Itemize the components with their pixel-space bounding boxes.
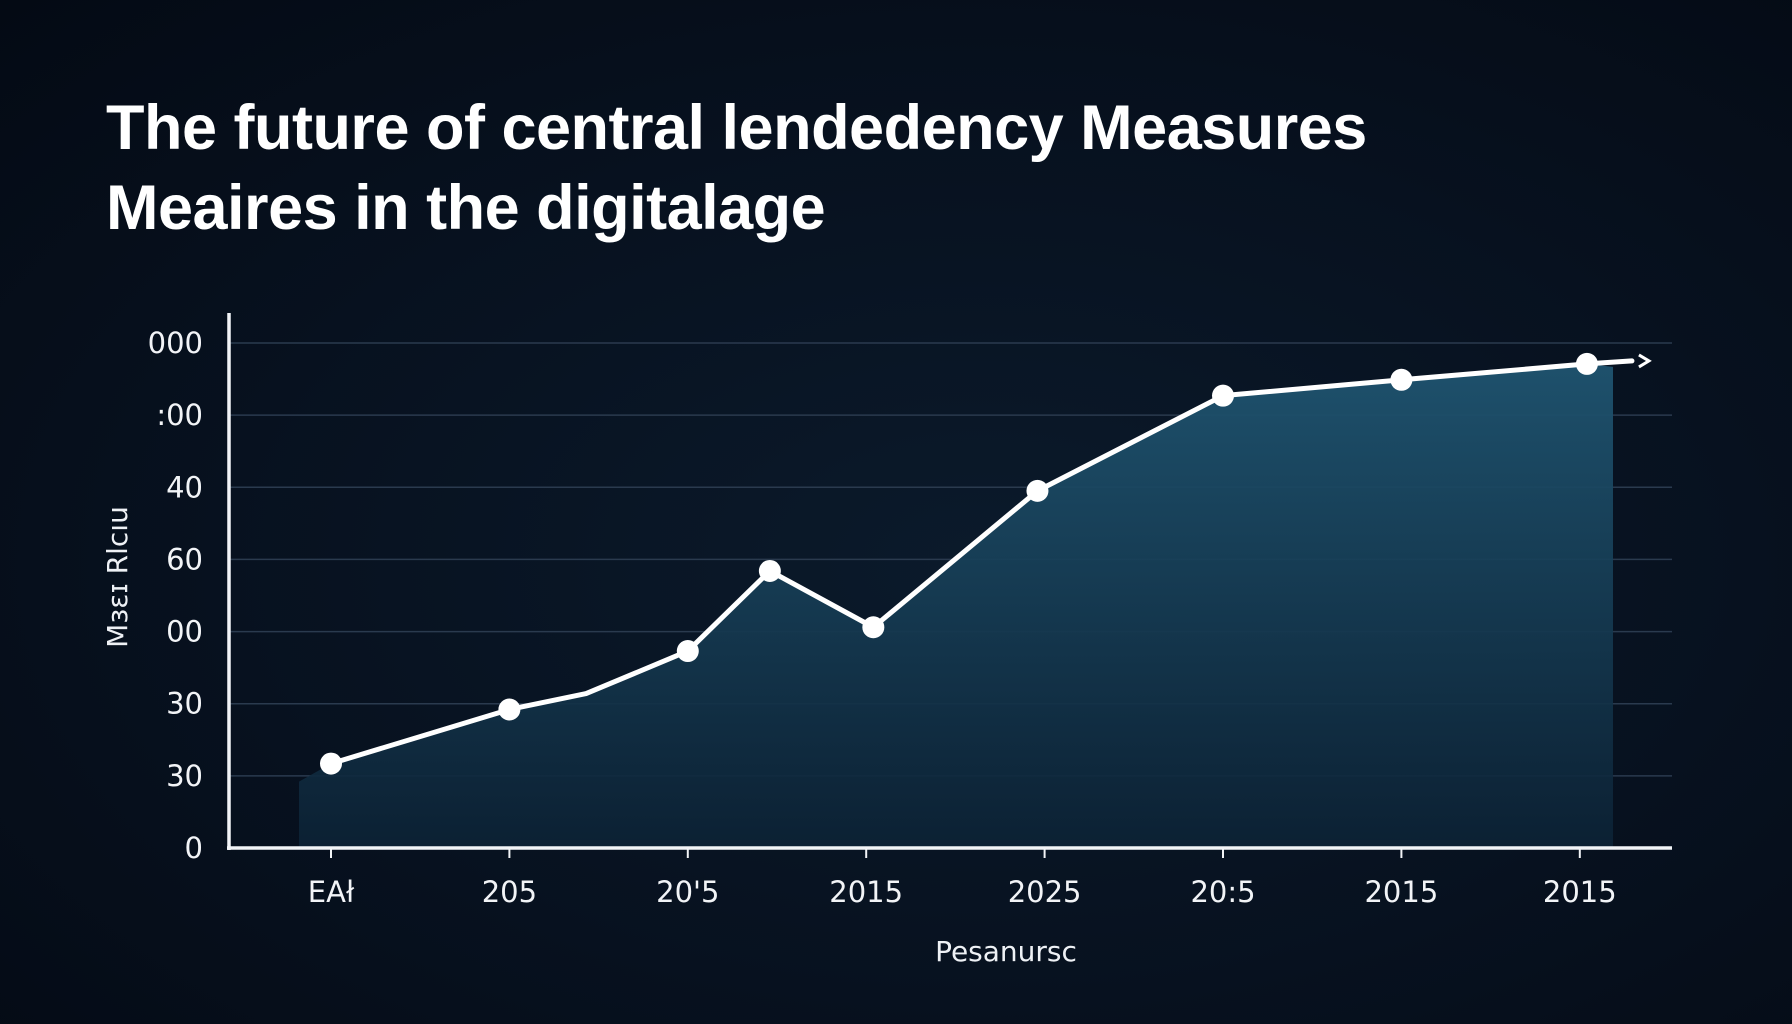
x-axis-title: Pesanursc	[935, 935, 1077, 968]
y-tick-labels: 0 30 30 00 60 40 :00 000	[148, 326, 203, 865]
chart-title: The future of central lendedency Measure…	[106, 88, 1367, 248]
x-tick-label: 2015	[1543, 875, 1617, 909]
y-tick-label: :00	[156, 398, 203, 432]
x-tick-label: 20'5	[656, 875, 719, 909]
x-tick-label: EAł	[308, 875, 355, 909]
data-point[interactable]	[1390, 368, 1413, 391]
arrow-head-icon	[1638, 353, 1652, 369]
x-tick-label: 2015	[1364, 875, 1438, 909]
chart-title-line-1: The future of central lendedency Measure…	[106, 93, 1367, 163]
y-tick-label: 60	[166, 542, 203, 576]
y-tick-label: 30	[166, 687, 203, 721]
chart-title-line-2: Meaires in the digitalage	[106, 173, 826, 243]
x-tick-label: 20:5	[1190, 875, 1255, 909]
x-tick-label: 205	[482, 875, 537, 909]
series-line-group	[320, 352, 1652, 775]
y-tick-label: 00	[166, 615, 203, 649]
y-tick-label: 40	[166, 470, 203, 504]
data-point[interactable]	[862, 616, 885, 639]
area-fill	[299, 363, 1613, 848]
x-tick-label: 2015	[829, 875, 903, 909]
data-point[interactable]	[1212, 384, 1234, 407]
y-axis-title: Mɜɛɪ Rlcıu	[101, 506, 134, 648]
data-point[interactable]	[498, 698, 521, 721]
y-tick-label: 0	[185, 831, 203, 865]
axes	[227, 313, 1672, 858]
area-fill-group	[299, 363, 1613, 848]
data-point[interactable]	[1575, 352, 1598, 375]
data-point[interactable]	[758, 559, 781, 582]
data-point[interactable]	[320, 752, 342, 775]
y-tick-label: 000	[148, 326, 203, 360]
x-tick-label: 2025	[1008, 875, 1082, 909]
data-point[interactable]	[1026, 479, 1049, 502]
data-point[interactable]	[676, 640, 699, 663]
y-tick-label: 30	[166, 759, 203, 793]
x-tick-labels: EAł 205 20'5 2015 2025 20:5 2015 2015	[308, 875, 1617, 909]
